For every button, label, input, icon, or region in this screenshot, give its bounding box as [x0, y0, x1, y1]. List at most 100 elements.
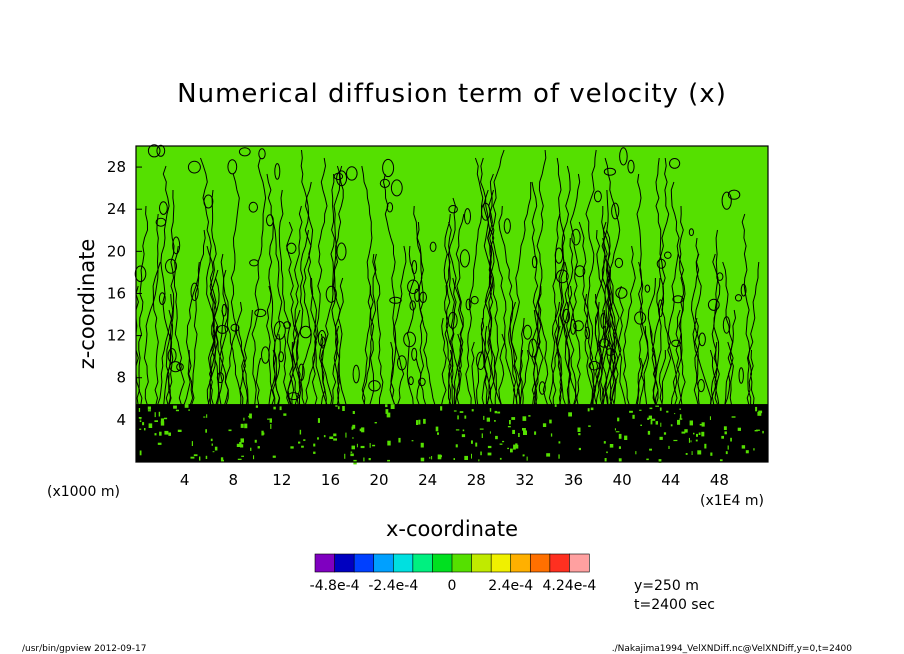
- contour-loop: [386, 202, 394, 213]
- footer-right: ./Nakajima1994_VelXNDiff.nc@VelXNDiff,y=…: [612, 644, 853, 654]
- contour-loop: [669, 158, 681, 169]
- colorbar-swatch: [451, 553, 473, 573]
- contour-plume: [613, 285, 624, 463]
- contour-loop: [283, 321, 292, 329]
- field-speckle: [480, 451, 482, 456]
- field-speckle: [606, 451, 608, 454]
- x-tick-label: 24: [418, 471, 437, 489]
- y-tick-label: 28: [107, 158, 126, 176]
- contour-loop: [615, 287, 628, 299]
- field-speckle: [603, 441, 606, 444]
- field-speckle: [222, 459, 224, 463]
- contour-plume: [320, 173, 335, 463]
- field-speckle: [494, 410, 498, 414]
- contour-loop: [155, 217, 167, 227]
- contour-plume: [567, 237, 586, 463]
- colorbar-label: -2.4e-4: [368, 578, 418, 594]
- contour-plume: [513, 317, 525, 463]
- field-speckle: [363, 457, 365, 462]
- contour-plume: [511, 349, 524, 463]
- field-speckle: [352, 411, 355, 414]
- contour-plume: [212, 269, 229, 463]
- chart-title: Numerical diffusion term of velocity (x): [177, 79, 727, 109]
- field-speckle: [685, 453, 688, 455]
- field-speckle: [431, 456, 433, 460]
- field-speckle: [205, 455, 208, 459]
- field-speckle: [587, 408, 590, 412]
- field-speckle: [677, 419, 681, 425]
- field-speckle: [273, 406, 276, 410]
- contour-loop: [481, 202, 491, 221]
- field-speckle: [374, 422, 377, 424]
- field-speckle: [298, 441, 301, 444]
- contour-plume: [140, 213, 159, 463]
- t-annotation: t=2400 sec: [634, 597, 715, 613]
- contour-loop: [221, 303, 227, 317]
- field-speckle: [549, 419, 552, 424]
- contour-loop: [574, 265, 586, 278]
- contour-loop: [134, 265, 147, 283]
- field-speckle: [489, 408, 492, 412]
- contour-loop: [397, 355, 407, 371]
- field-speckle: [624, 435, 628, 440]
- field-speckle: [670, 424, 673, 427]
- contour-loop: [382, 158, 395, 178]
- contour-loop: [503, 218, 511, 234]
- contour-loop: [298, 363, 305, 381]
- contour-plume: [521, 349, 530, 463]
- field-speckle: [160, 418, 164, 424]
- contour-loop: [368, 380, 381, 392]
- y-tick-label: 8: [116, 369, 126, 387]
- field-speckle: [698, 432, 701, 435]
- contour-loop: [266, 214, 274, 227]
- field-speckle: [438, 455, 442, 458]
- field-speckle: [390, 404, 395, 409]
- contour-plume: [622, 245, 636, 463]
- colorbar-label: -4.8e-4: [310, 578, 360, 594]
- field-speckle: [350, 453, 354, 457]
- contour-plume: [585, 149, 597, 463]
- field-speckle: [313, 443, 316, 447]
- field-speckle: [640, 424, 642, 426]
- field-speckle: [244, 423, 248, 429]
- contour-loop: [273, 321, 286, 340]
- contour-loop: [352, 364, 360, 384]
- y-tick-label: 16: [107, 284, 126, 302]
- field-speckle: [658, 459, 662, 463]
- contour-loop: [287, 392, 300, 401]
- field-speckle: [481, 433, 483, 438]
- field-speckle: [142, 422, 145, 426]
- field-speckle: [666, 410, 669, 413]
- field-speckle: [317, 418, 320, 423]
- field-speckle: [342, 406, 345, 411]
- contour-loop: [448, 205, 458, 214]
- contour-loop: [459, 249, 470, 268]
- colorbar-swatch: [373, 553, 394, 573]
- field-speckle: [756, 429, 760, 431]
- contour-plume: [584, 293, 594, 463]
- field-speckle: [618, 458, 622, 462]
- field-speckle: [344, 453, 346, 459]
- contour-loop: [248, 201, 259, 213]
- contour-plume: [164, 189, 175, 463]
- field-speckle: [190, 456, 195, 459]
- contour-plume: [448, 221, 464, 463]
- colorbar-labels: -4.8e-4 -2.4e-4 0 2.4e-4 4.24e-4: [310, 578, 597, 594]
- contour-plume: [243, 309, 254, 463]
- field-speckle: [762, 430, 764, 434]
- contour-plume: [331, 165, 344, 463]
- colorbar-swatch: [353, 553, 375, 573]
- y-annotation: y=250 m: [634, 578, 699, 594]
- y-axis-label: z-coordinate: [75, 239, 99, 370]
- field-speckle: [250, 447, 252, 451]
- contour-loop: [716, 272, 724, 281]
- contour-plume: [190, 261, 200, 463]
- field-speckle: [148, 423, 153, 428]
- contour-loop: [697, 379, 705, 393]
- field-speckle: [175, 409, 179, 412]
- field-speckle: [205, 429, 207, 433]
- field-speckle: [329, 436, 334, 439]
- contour-loop: [147, 144, 161, 158]
- contour-loop: [734, 294, 743, 302]
- contour-loop: [187, 160, 201, 174]
